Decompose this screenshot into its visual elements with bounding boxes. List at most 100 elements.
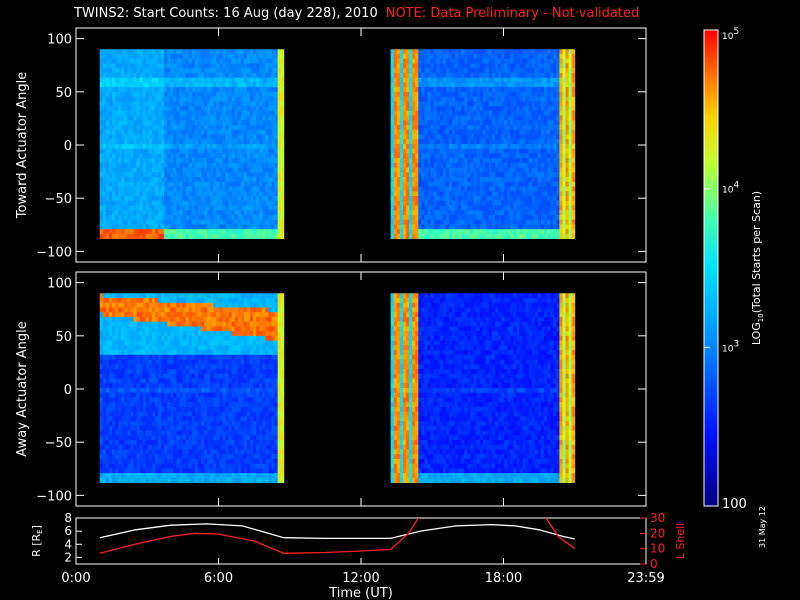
heatmap-cell: [105, 82, 110, 88]
heatmap-cell: [534, 72, 539, 79]
heatmap-cell: [136, 58, 141, 64]
heatmap-cell: [418, 82, 422, 88]
heatmap-cell: [179, 106, 183, 112]
heatmap-cell: [158, 172, 162, 178]
heatmap-cell: [185, 148, 190, 154]
heatmap-cell: [253, 181, 257, 187]
heatmap-cell: [277, 186, 282, 192]
heatmap-cell: [476, 167, 481, 173]
heatmap-cell: [565, 125, 570, 131]
heatmap-cell: [231, 101, 236, 107]
heatmap-cell: [479, 77, 484, 83]
heatmap-cell: [115, 87, 119, 93]
heatmap-cell: [455, 101, 459, 107]
heatmap-cell: [550, 214, 554, 221]
heatmap-cell: [256, 143, 260, 150]
heatmap-cell: [433, 63, 438, 69]
heatmap-cell: [482, 219, 487, 225]
heatmap-cell: [170, 77, 174, 83]
heatmap-cell: [194, 54, 199, 60]
heatmap-cell: [259, 214, 263, 221]
heatmap-cell: [390, 115, 395, 121]
heatmap-cell: [240, 186, 245, 192]
heatmap-cell: [204, 49, 208, 55]
heatmap-cell: [448, 77, 453, 83]
heatmap-cell: [207, 143, 211, 150]
heatmap-cell: [191, 162, 196, 168]
heatmap-cell: [136, 177, 141, 183]
heatmap-cell: [442, 191, 447, 197]
heatmap-cell: [167, 54, 171, 60]
heatmap-cell: [213, 91, 217, 97]
heatmap-cell: [231, 200, 236, 206]
heatmap-cell: [442, 224, 447, 230]
heatmap-cell: [473, 191, 477, 197]
heatmap-cell: [396, 186, 401, 192]
heatmap-cell: [559, 196, 563, 202]
heatmap-cell: [225, 91, 229, 97]
heatmap-cell: [488, 125, 493, 131]
heatmap-cell: [406, 106, 410, 112]
heatmap-cell: [105, 449, 110, 455]
heatmap-cell: [485, 172, 490, 178]
heatmap-cell: [525, 77, 530, 83]
heatmap-cell: [513, 72, 517, 79]
heatmap-cell: [179, 181, 183, 187]
heatmap-cell: [145, 143, 150, 150]
heatmap-cell: [525, 210, 530, 216]
heatmap-cell: [127, 54, 131, 60]
heatmap-cell: [216, 153, 220, 159]
heatmap-cell: [544, 106, 548, 112]
heatmap-cell: [541, 134, 545, 140]
heatmap-cell: [541, 143, 545, 150]
heatmap-cell: [458, 200, 462, 206]
heatmap-cell: [553, 219, 557, 225]
heatmap-cell: [571, 162, 576, 168]
heatmap-cell: [185, 110, 190, 116]
heatmap-cell: [452, 49, 456, 55]
heatmap-cell: [185, 63, 190, 69]
heatmap-cell: [547, 167, 551, 173]
heatmap-cell: [513, 181, 517, 187]
heatmap-cell: [167, 72, 171, 79]
heatmap-cell: [458, 158, 462, 164]
heatmap-cell: [430, 200, 435, 206]
heatmap-cell: [191, 110, 196, 116]
heatmap-cell: [121, 106, 125, 112]
heatmap-cell: [516, 224, 520, 230]
heatmap-cell: [99, 68, 104, 74]
heatmap-cell: [148, 134, 153, 140]
heatmap-cell: [145, 177, 150, 183]
heatmap-cell: [485, 54, 490, 60]
heatmap-cell: [528, 153, 533, 159]
heatmap-cell: [259, 120, 263, 126]
heatmap-cell: [445, 200, 450, 206]
heatmap-cell: [519, 87, 523, 93]
heatmap-cell: [139, 205, 144, 211]
heatmap-cell: [173, 158, 177, 164]
heatmap-cell: [510, 72, 514, 79]
heatmap-cell: [464, 96, 468, 102]
heatmap-cell: [237, 153, 242, 159]
heatmap-cell: [501, 233, 505, 239]
heatmap-cell: [99, 321, 104, 327]
heatmap-cell: [173, 96, 177, 102]
heatmap-cell: [461, 63, 465, 69]
heatmap-cell: [482, 162, 487, 168]
heatmap-cell: [179, 101, 183, 107]
heatmap-cell: [280, 54, 285, 60]
heatmap-cell: [516, 120, 520, 126]
heatmap-cell: [528, 106, 533, 112]
heatmap-cell: [197, 167, 202, 173]
heatmap-cell: [430, 172, 435, 178]
heatmap-cell: [222, 115, 226, 121]
heatmap-cell: [118, 110, 122, 116]
heatmap-cell: [461, 158, 465, 164]
heatmap-cell: [531, 224, 536, 230]
heatmap-cell: [179, 214, 183, 221]
heatmap-cell: [430, 210, 435, 216]
heatmap-cell: [501, 77, 505, 83]
heatmap-cell: [133, 68, 137, 74]
heatmap-cell: [115, 54, 119, 60]
heatmap-cell: [534, 77, 539, 83]
